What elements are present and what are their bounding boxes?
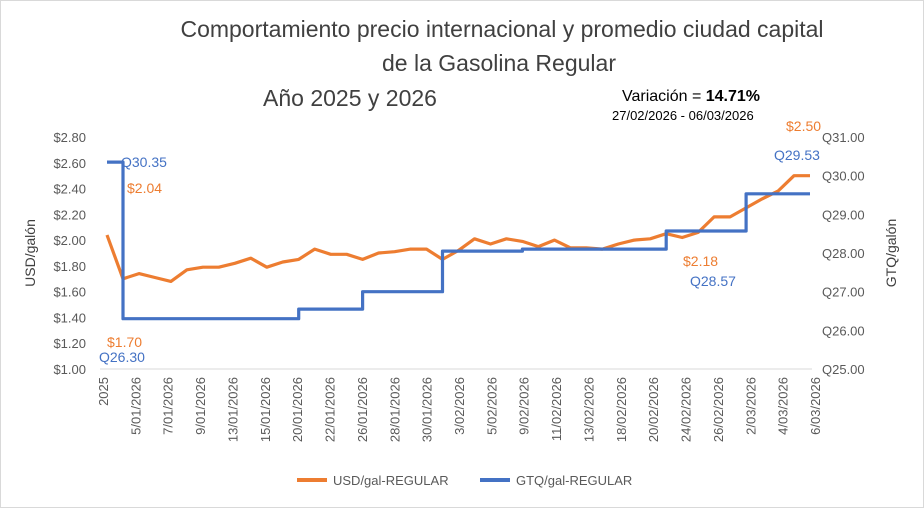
left-tick-label: $2.40 xyxy=(53,182,86,197)
left-tick-label: $1.60 xyxy=(53,285,86,300)
x-tick-label: 22/01/2026 xyxy=(323,377,338,442)
x-tick-label: 18/02/2026 xyxy=(614,377,629,442)
x-tick-label: 24/02/2026 xyxy=(679,377,694,442)
right-tick-label: Q26.00 xyxy=(822,323,865,338)
x-tick-label: 5/02/2026 xyxy=(484,377,499,435)
usd-first-label: $2.04 xyxy=(127,180,162,196)
right-tick-label: Q29.00 xyxy=(822,207,865,222)
x-tick-label: 13/01/2026 xyxy=(225,377,240,442)
x-tick-label: 11/02/2026 xyxy=(549,377,564,441)
x-tick-label: 26/02/2026 xyxy=(711,377,726,442)
x-axis: 2025 5/01/2026 7/01/2026 9/01/2026 13/01/202… xyxy=(96,368,823,442)
left-tick-label: $2.60 xyxy=(53,156,86,171)
usd-min-label: $1.70 xyxy=(107,334,142,350)
x-tick-label: 26/01/2026 xyxy=(355,377,370,442)
right-tick-label: Q28.00 xyxy=(822,246,865,261)
chart-title-line-2: de la Gasolina Regular xyxy=(382,50,616,76)
usd-last-label: $2.50 xyxy=(786,118,821,134)
legend: USD/gal-REGULAR GTQ/gal-REGULAR xyxy=(297,473,632,488)
x-tick-label: 20/01/2026 xyxy=(290,377,305,442)
left-axis-title: USD/galón xyxy=(22,219,38,287)
x-tick-label: 5/01/2026 xyxy=(128,377,143,435)
variation-label: Variación = 14.71% xyxy=(622,88,760,106)
x-tick-label: 28/01/2026 xyxy=(387,377,402,442)
x-tick-label: 2/03/2026 xyxy=(743,377,758,435)
x-tick-label: 30/01/2026 xyxy=(420,377,435,442)
variation-prefix: Variación = xyxy=(622,88,706,105)
x-tick-label: 6/03/2026 xyxy=(808,377,823,435)
x-tick-label: 4/03/2026 xyxy=(776,377,791,435)
right-tick-label: Q27.00 xyxy=(822,285,865,300)
x-tick-label: 3/02/2026 xyxy=(452,377,467,435)
chart-title-line-1: Comportamiento precio internacional y pr… xyxy=(180,16,824,42)
left-tick-label: $1.80 xyxy=(53,259,86,274)
left-tick-label: $2.00 xyxy=(53,233,86,248)
gtq-last-label: Q29.53 xyxy=(774,147,820,163)
legend-usd-label: USD/gal-REGULAR xyxy=(333,473,449,488)
x-tick-label: 9/02/2026 xyxy=(517,377,532,435)
legend-gtq-label: GTQ/gal-REGULAR xyxy=(516,473,632,488)
right-tick-label: Q30.00 xyxy=(822,169,865,184)
gtq-pre-last-label: Q28.57 xyxy=(690,273,736,289)
x-tick-label: 15/01/2026 xyxy=(258,377,273,442)
gtq-min-label: Q26.30 xyxy=(99,349,145,365)
left-tick-label: $1.40 xyxy=(53,310,86,325)
date-range-label: 27/02/2026 - 06/03/2026 xyxy=(612,108,754,123)
right-axis-title: GTQ/galón xyxy=(883,219,899,287)
x-tick-label: 7/01/2026 xyxy=(161,377,176,435)
x-tick-label: 20/02/2026 xyxy=(646,377,661,442)
left-tick-label: $2.20 xyxy=(53,207,86,222)
left-tick-label: $2.80 xyxy=(53,130,86,145)
left-tick-label: $1.20 xyxy=(53,336,86,351)
right-tick-label: Q25.00 xyxy=(822,362,865,377)
usd-pre-last-label: $2.18 xyxy=(683,253,718,269)
left-axis-ticks: $1.00 $1.20 $1.40 $1.60 $1.80 $2.00 $2.20 $2.40… xyxy=(53,130,86,377)
gtq-first-label: Q30.35 xyxy=(121,154,167,170)
series-layer xyxy=(105,160,810,321)
variation-value: 14.71% xyxy=(705,88,761,105)
right-tick-label: Q31.00 xyxy=(822,130,865,145)
x-tick-label: 13/02/2026 xyxy=(581,377,596,442)
x-tick-label: 9/01/2026 xyxy=(193,377,208,435)
left-tick-label: $1.00 xyxy=(53,362,86,377)
gtq-series-line xyxy=(107,160,810,321)
right-axis-ticks: Q25.00 Q26.00 Q27.00 Q28.00 Q29.00 Q30.00 Q31.… xyxy=(822,130,865,377)
x-tick-label: 2025 xyxy=(96,377,111,406)
chart-title-line-3: Año 2025 y 2026 xyxy=(263,85,437,111)
